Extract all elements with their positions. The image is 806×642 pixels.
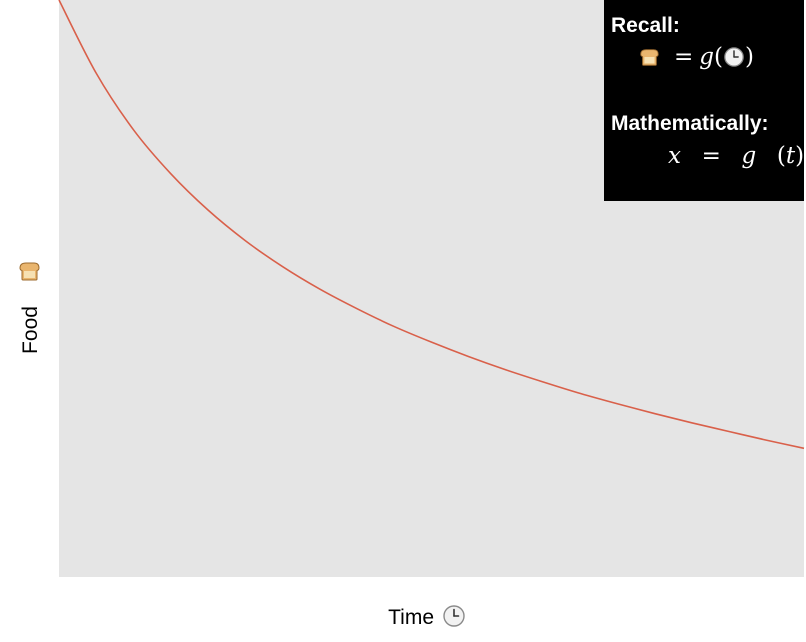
math-variable: x [668,143,681,169]
recall-close-paren: ) [745,44,754,70]
math-title: Mathematically: [611,112,769,135]
recall-equals: = [674,44,694,70]
bread-icon [640,49,659,66]
clock-icon [724,47,744,67]
math-close-paren: ) [795,143,805,169]
series-line-0 [58,0,805,450]
series-layer [58,0,805,450]
y-axis-label: Food [19,262,42,354]
recall-open-paren: ( [714,44,723,70]
math-open-paren: ( [776,143,786,169]
math-equals: = [701,143,721,169]
recall-callout: Recall: = g ( ) Mathematically: x = g (t… [604,0,804,201]
bread-icon [19,262,40,281]
recall-equation: = g ( ) [638,44,754,70]
math-function: g [741,143,757,169]
recall-title: Recall: [611,14,680,37]
clock-icon [443,605,465,627]
math-equation: x = g (t) [668,143,804,169]
recall-function: g [699,44,715,70]
x-axis-title: Time [388,606,434,629]
x-axis-label: Time [388,605,465,629]
math-argument: t [785,143,796,169]
y-axis-title: Food [19,306,42,354]
